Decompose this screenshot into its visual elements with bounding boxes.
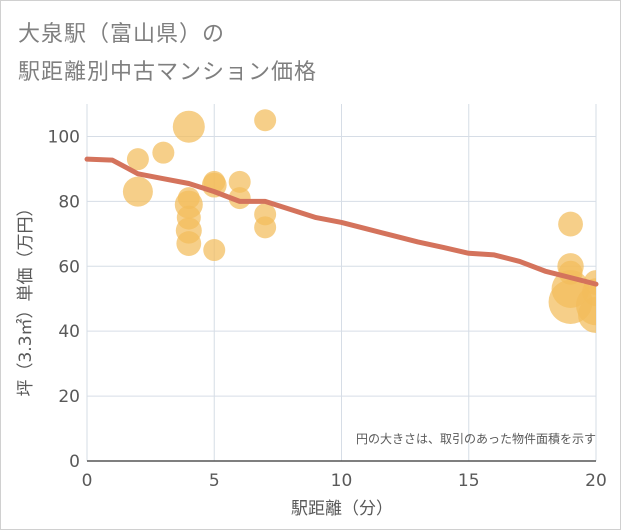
data-point xyxy=(203,239,226,262)
y-tick-label: 100 xyxy=(48,127,80,147)
bubble-series xyxy=(122,109,596,333)
grid-lines xyxy=(86,104,597,461)
y-tick-label: 80 xyxy=(58,192,80,212)
data-point xyxy=(578,296,596,333)
data-point xyxy=(172,110,205,143)
axes: 0 20 40 60 80 100 0 5 10 15 20 xyxy=(48,127,607,491)
y-axis-label: 坪（3.3㎡）単価（万円） xyxy=(16,199,36,396)
data-point xyxy=(254,109,277,132)
trend-line xyxy=(84,156,599,287)
data-point xyxy=(176,231,202,256)
x-tick-label: 5 xyxy=(209,471,220,491)
chart-title-line-2: 駅距離別中古マンション価格 xyxy=(18,60,318,85)
y-tick-label: 60 xyxy=(58,257,80,277)
x-tick-label: 0 xyxy=(82,471,93,491)
data-point xyxy=(228,170,251,193)
data-point xyxy=(558,211,583,237)
x-tick-label: 10 xyxy=(331,471,353,491)
y-tick-label: 20 xyxy=(58,387,80,407)
size-note: 円の大きさは、取引のあった物件面積を示す xyxy=(356,431,596,446)
data-point xyxy=(152,141,175,164)
chart-title-line-1: 大泉駅（富山県）の xyxy=(18,22,226,47)
x-axis-label: 駅距離（分） xyxy=(291,499,393,519)
x-tick-label: 20 xyxy=(585,471,607,491)
data-point xyxy=(122,176,153,207)
data-point xyxy=(254,216,277,239)
y-tick-label: 0 xyxy=(69,452,80,472)
data-point xyxy=(126,148,149,171)
x-tick-label: 15 xyxy=(458,471,480,491)
y-tick-label: 40 xyxy=(58,322,80,342)
trend-line-group xyxy=(84,156,599,287)
